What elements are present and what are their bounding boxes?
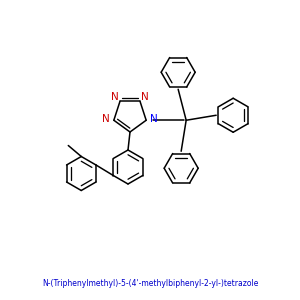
- Text: N: N: [111, 92, 119, 102]
- Text: N: N: [150, 114, 158, 124]
- Text: N: N: [141, 92, 149, 102]
- Text: N: N: [102, 114, 110, 124]
- Text: N-(Triphenylmethyl)-5-(4'-methylbiphenyl-2-yl-)tetrazole: N-(Triphenylmethyl)-5-(4'-methylbiphenyl…: [42, 280, 258, 289]
